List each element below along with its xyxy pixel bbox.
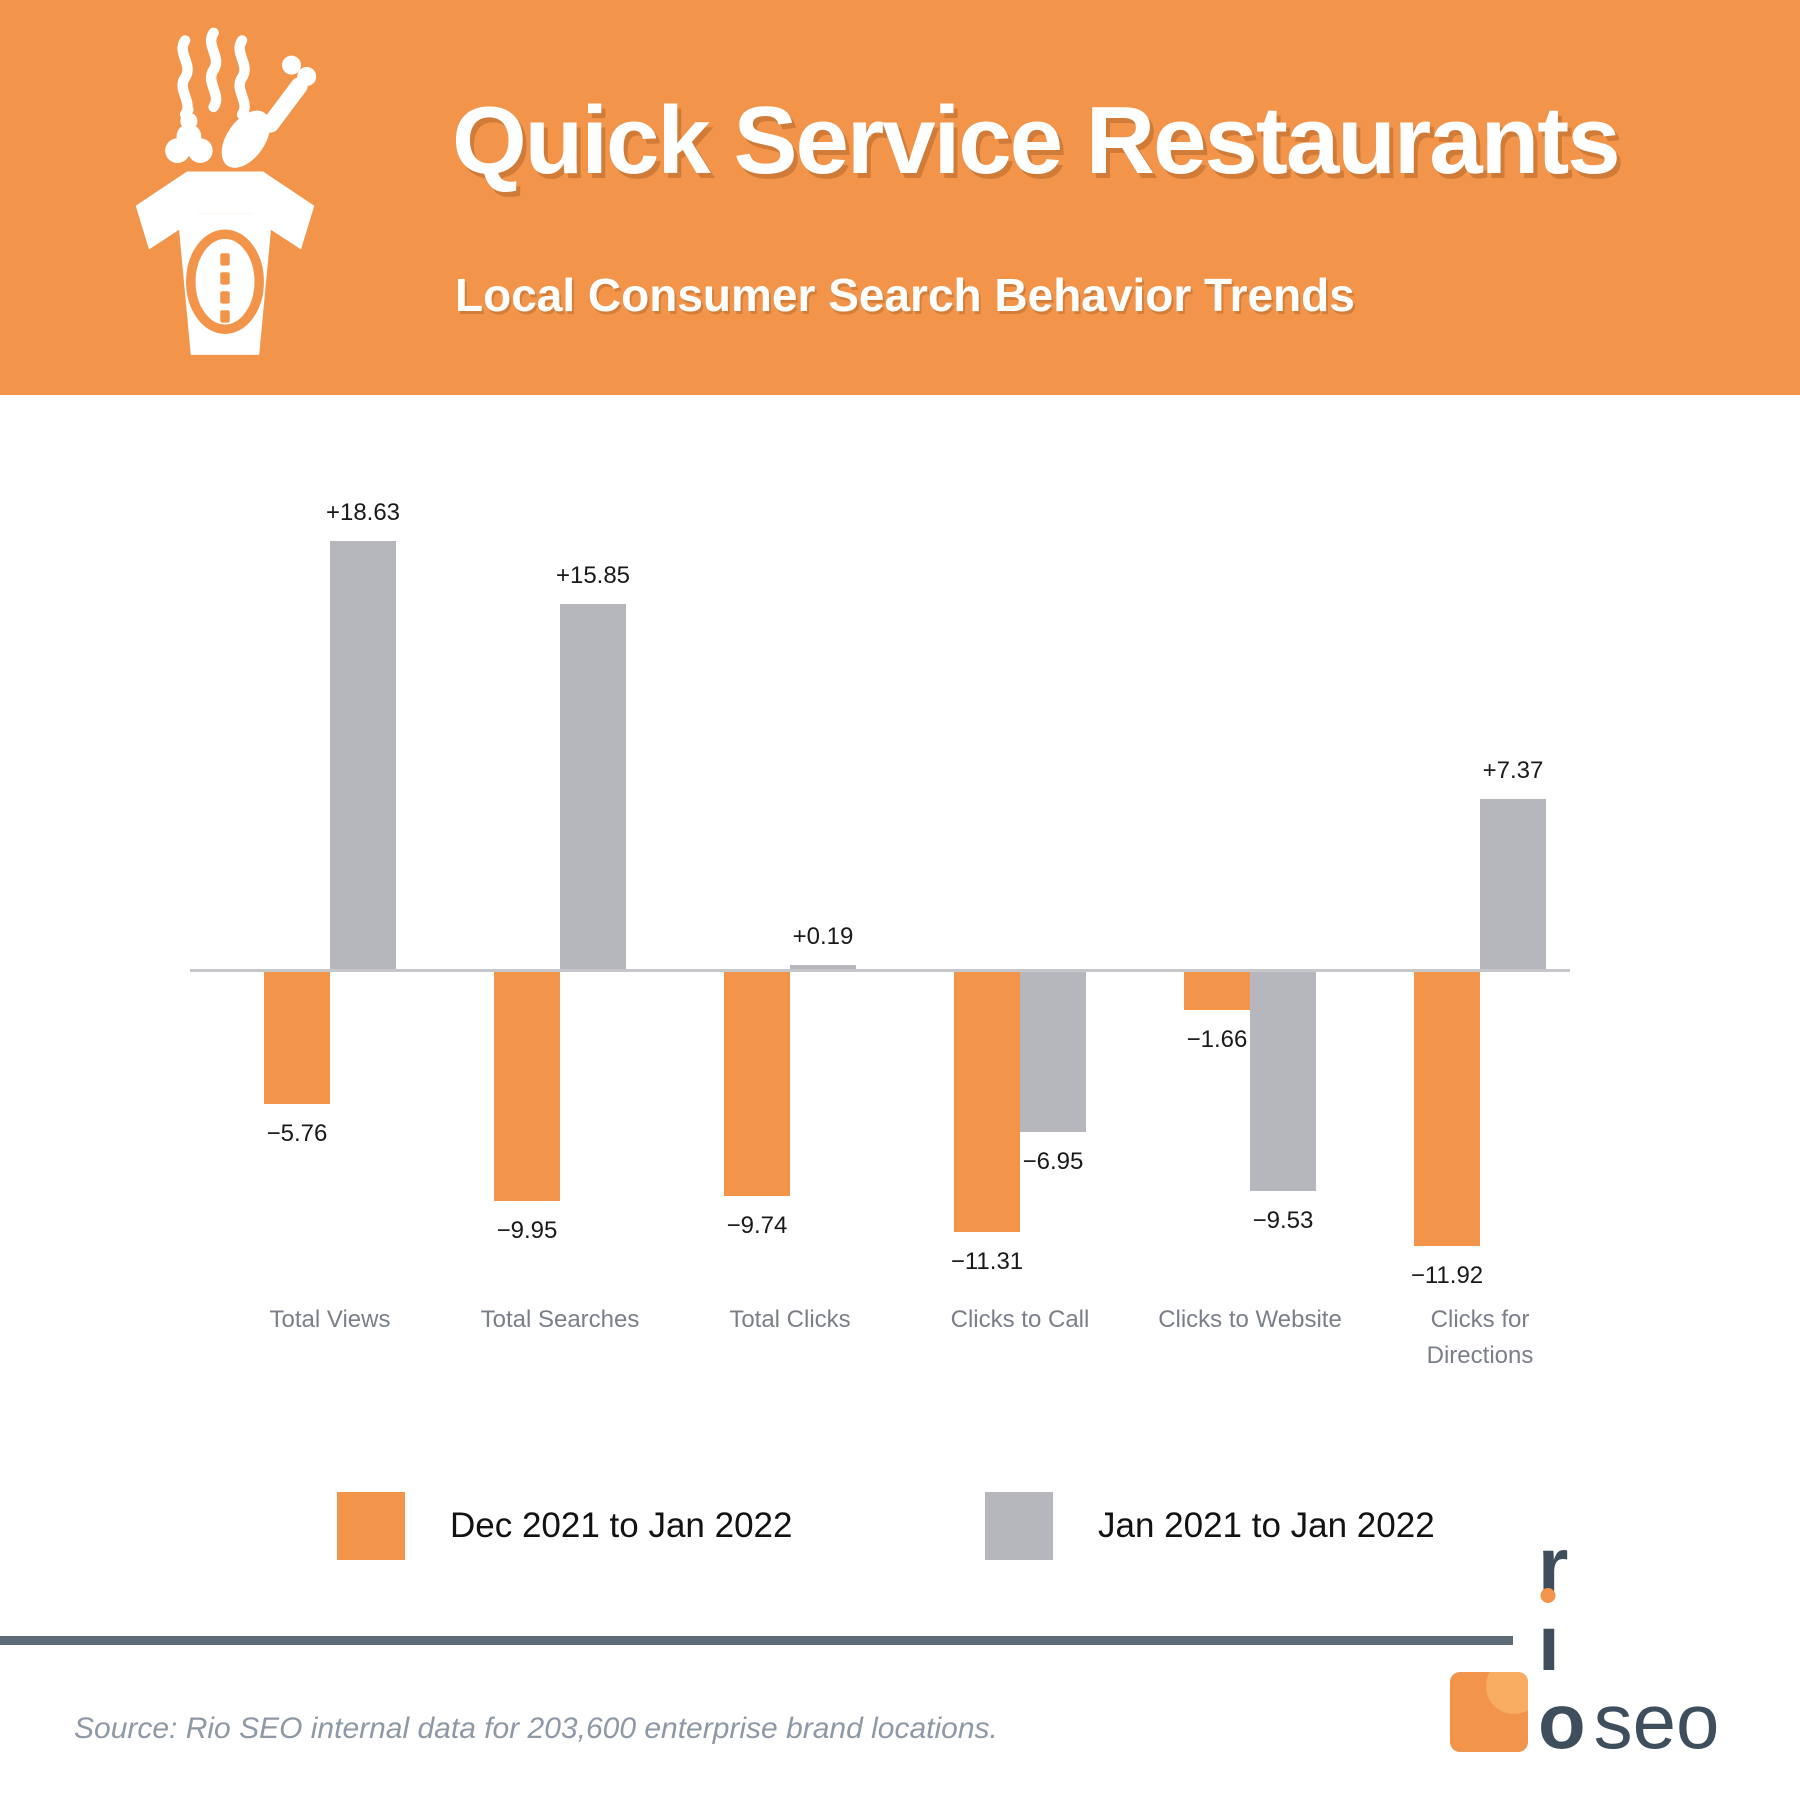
legend-swatch-jan-2021-to-jan-2022 xyxy=(985,1492,1053,1560)
page-subtitle: Local Consumer Search Behavior Trends xyxy=(455,269,1355,321)
page-title: Quick Service Restaurants xyxy=(452,87,1621,194)
bar-dec-2021-to-jan-2022-total-searches xyxy=(494,972,560,1201)
bar-jan-2021-to-jan-2022-clicks-to-call xyxy=(1020,972,1086,1132)
category-label-clicks-to-website: Clicks to Website xyxy=(1158,1306,1342,1333)
legend-label-dec-2021-to-jan-2022: Dec 2021 to Jan 2022 xyxy=(450,1506,793,1545)
rio-seo-logo-text: rı o seo xyxy=(1538,1526,1720,1765)
bar-value-label-total-views-1: +18.63 xyxy=(325,498,401,526)
bar-dec-2021-to-jan-2022-clicks-to-website xyxy=(1184,972,1250,1011)
logo-highlight-circle xyxy=(1486,1672,1528,1714)
bar-jan-2021-to-jan-2022-clicks-for-directions xyxy=(1480,799,1546,969)
bar-value-label-clicks-to-website-0: −1.66 xyxy=(1186,1026,1248,1054)
chart-zero-axis-line xyxy=(190,969,1570,972)
footer-divider xyxy=(0,1636,1513,1645)
bar-jan-2021-to-jan-2022-clicks-to-website xyxy=(1250,972,1316,1192)
bar-value-label-total-clicks-0: −9.74 xyxy=(726,1212,788,1240)
bar-dec-2021-to-jan-2022-clicks-to-call xyxy=(954,972,1020,1233)
category-label-clicks-to-call: Clicks to Call xyxy=(950,1306,1090,1333)
category-label-total-clicks: Total Clicks xyxy=(729,1306,851,1333)
category-label-clicks-for-directions: Clicks for Directions xyxy=(1426,1306,1534,1369)
bar-jan-2021-to-jan-2022-total-clicks xyxy=(790,964,856,969)
logo-word-rio: rı o xyxy=(1538,1521,1586,1765)
bar-jan-2021-to-jan-2022-total-searches xyxy=(560,604,626,969)
bar-value-label-clicks-to-call-0: −11.31 xyxy=(950,1248,1024,1276)
bar-jan-2021-to-jan-2022-total-views xyxy=(330,540,396,969)
bar-value-label-clicks-for-directions-1: +7.37 xyxy=(1482,757,1544,785)
bar-value-label-clicks-to-call-1: −6.95 xyxy=(1022,1147,1084,1175)
rio-seo-logo-mark-icon xyxy=(1450,1672,1528,1752)
logo-word-seo: seo xyxy=(1593,1677,1720,1765)
bar-dec-2021-to-jan-2022-total-views xyxy=(264,972,330,1105)
bar-value-label-clicks-for-directions-0: −11.92 xyxy=(1410,1262,1484,1290)
source-note: Source: Rio SEO internal data for 203,60… xyxy=(74,1712,998,1745)
bar-dec-2021-to-jan-2022-total-clicks xyxy=(724,972,790,1197)
takeout-food-icon xyxy=(135,27,317,355)
bar-value-label-total-clicks-1: +0.19 xyxy=(792,922,854,950)
category-label-total-searches: Total Searches xyxy=(480,1306,640,1333)
bar-value-label-total-views-0: −5.76 xyxy=(266,1120,328,1148)
bar-value-label-total-searches-0: −9.95 xyxy=(496,1216,558,1244)
bar-dec-2021-to-jan-2022-clicks-for-directions xyxy=(1414,972,1480,1247)
header-banner: Quick Service Restaurants Local Consumer… xyxy=(0,0,1800,395)
legend-label-jan-2021-to-jan-2022: Jan 2021 to Jan 2022 xyxy=(1098,1506,1435,1545)
logo-i-dot-icon xyxy=(1540,1588,1556,1603)
bar-value-label-total-searches-1: +15.85 xyxy=(555,562,631,590)
legend-swatch-dec-2021-to-jan-2022 xyxy=(337,1492,405,1560)
category-label-total-views: Total Views xyxy=(269,1306,391,1333)
bar-value-label-clicks-to-website-1: −9.53 xyxy=(1252,1207,1314,1235)
